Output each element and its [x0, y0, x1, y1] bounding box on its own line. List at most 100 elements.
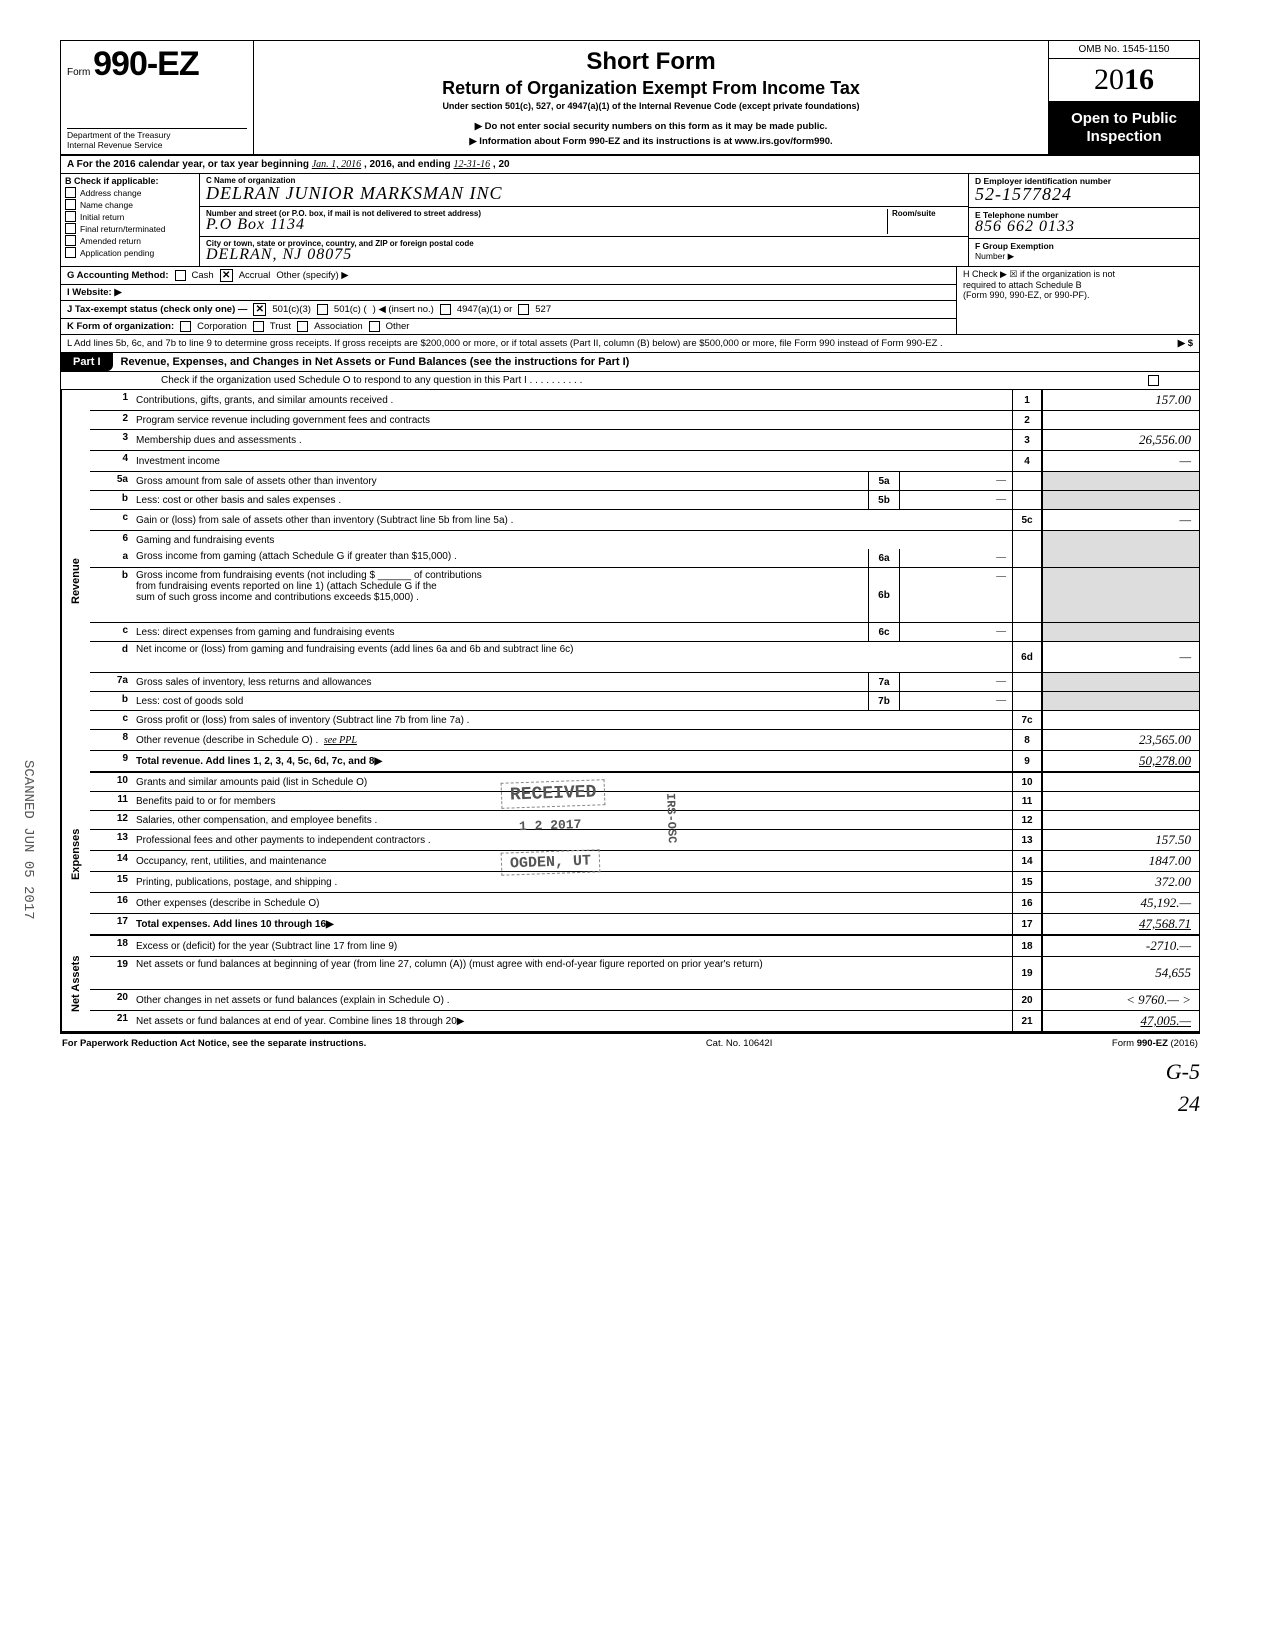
omb-number: OMB No. 1545-1150 [1049, 41, 1199, 59]
line-5c: Gain or (loss) from sale of assets other… [132, 510, 1012, 530]
checkbox-checked-icon[interactable]: ✕ [220, 269, 233, 282]
amt-8: 23,565.00 [1041, 730, 1199, 750]
amt-3: 26,556.00 [1041, 430, 1199, 450]
scanned-stamp: SCANNED JUN 05 2017 [20, 760, 36, 920]
b-addr-change[interactable]: Address change [65, 187, 195, 198]
netassets-block: Net Assets 18Excess or (deficit) for the… [61, 936, 1199, 1033]
room-label: Room/suite [892, 209, 962, 218]
footer: For Paperwork Reduction Act Notice, see … [60, 1034, 1200, 1053]
info-link: ▶ Information about Form 990-EZ and its … [262, 136, 1040, 147]
i-row: I Website: ▶ [61, 285, 956, 301]
bcdef-block: B Check if applicable: Address change Na… [61, 174, 1199, 267]
c-city-cell: City or town, state or province, country… [200, 237, 968, 266]
checkbox-icon [65, 211, 76, 222]
right-header: OMB No. 1545-1150 2016 Open to Public In… [1048, 41, 1199, 154]
checkbox-icon [65, 247, 76, 258]
line-6d: Net income or (loss) from gaming and fun… [132, 642, 1012, 672]
line-2: Program service revenue including govern… [132, 411, 1012, 429]
part1-header: Part I Revenue, Expenses, and Changes in… [61, 353, 1199, 372]
expenses-block: Expenses 10Grants and similar amounts pa… [61, 773, 1199, 936]
a-label: A For the 2016 calendar year, or tax yea… [67, 159, 309, 170]
row-a-tax-year: A For the 2016 calendar year, or tax yea… [61, 156, 1199, 174]
line-7b: Less: cost of goods sold [132, 692, 868, 710]
line-19: Net assets or fund balances at beginning… [132, 957, 1012, 989]
h-line1: H Check ▶ ☒ if the organization is not [963, 269, 1193, 280]
i-label: I Website: ▶ [67, 287, 122, 298]
amt-9: 50,278.00 [1041, 751, 1199, 771]
open-pub-1: Open to Public [1053, 110, 1195, 128]
form-number-big: 990-EZ [93, 45, 199, 83]
b-initial[interactable]: Initial return [65, 211, 195, 222]
form-number: Form 990-EZ [67, 45, 247, 84]
form-id-block: Form 990-EZ Department of the Treasury I… [61, 41, 254, 154]
ein-val: 52-1577824 [975, 184, 1193, 205]
dept-block: Department of the Treasury Internal Reve… [67, 128, 247, 150]
l-note: L Add lines 5b, 6c, and 7b to line 9 to … [61, 335, 1199, 353]
part1-sub: Check if the organization used Schedule … [61, 372, 1199, 390]
b-header: B Check if applicable: [65, 176, 195, 186]
c-name-cell: C Name of organization DELRAN JUNIOR MAR… [200, 174, 968, 207]
open-pub-2: Inspection [1053, 128, 1195, 146]
h-line2: required to attach Schedule B [963, 280, 1193, 290]
line-21: Net assets or fund balances at end of ye… [132, 1011, 1012, 1031]
amt-6d: — [1041, 642, 1199, 672]
net-tab: Net Assets [61, 936, 90, 1031]
ogden-stamp: OGDEN, UT [501, 849, 601, 875]
checkbox-checked-icon[interactable]: ✕ [253, 303, 266, 316]
line-17: Total expenses. Add lines 10 through 16 [132, 914, 1012, 934]
f-label: F Group Exemption [975, 241, 1054, 251]
title-short: Short Form [262, 48, 1040, 76]
b-pending[interactable]: Application pending [65, 247, 195, 258]
year-16: 16 [1124, 63, 1154, 96]
f-label2: Number ▶ [975, 251, 1014, 261]
h-line3: (Form 990, 990-EZ, or 990-PF). [963, 290, 1193, 300]
checkbox-icon[interactable] [297, 321, 308, 332]
line-8: Other revenue (describe in Schedule O) .… [132, 730, 1012, 750]
checkbox-icon[interactable] [518, 304, 529, 315]
title-block: Short Form Return of Organization Exempt… [254, 41, 1048, 154]
footer-right: Form 990-EZ (2016) [1112, 1038, 1198, 1049]
b-final[interactable]: Final return/terminated [65, 223, 195, 234]
line-7a: Gross sales of inventory, less returns a… [132, 673, 868, 691]
part1-title: Revenue, Expenses, and Changes in Net As… [113, 353, 1199, 371]
checkbox-icon[interactable] [180, 321, 191, 332]
b-name-change[interactable]: Name change [65, 199, 195, 210]
k-row: K Form of organization: Corporation Trus… [61, 319, 956, 334]
part1-tab: Part I [61, 353, 113, 371]
b-checkboxes: B Check if applicable: Address change Na… [61, 174, 200, 266]
irs-stamp: IRS-OSC [655, 790, 687, 845]
amt-4: — [1041, 451, 1199, 471]
gk-block: G Accounting Method: Cash ✕Accrual Other… [61, 267, 1199, 335]
j-label: J Tax-exempt status (check only one) — [67, 304, 247, 315]
checkbox-icon [65, 223, 76, 234]
ssn-warning: ▶ Do not enter social security numbers o… [262, 121, 1040, 132]
a-begin: Jan. 1, 2016 [312, 159, 361, 170]
line-5a: Gross amount from sale of assets other t… [132, 472, 868, 490]
street-val: P.O Box 1134 [206, 216, 887, 234]
checkbox-icon[interactable] [253, 321, 264, 332]
checkbox-icon[interactable] [440, 304, 451, 315]
g-label: G Accounting Method: [67, 270, 169, 281]
revenue-block: Revenue 1Contributions, gifts, grants, a… [61, 390, 1199, 773]
title-return: Return of Organization Exempt From Incom… [262, 78, 1040, 99]
subtitle: Under section 501(c), 527, or 4947(a)(1)… [262, 101, 1040, 111]
hand-g5: G-5 [60, 1059, 1200, 1085]
def-block: D Employer identification number 52-1577… [968, 174, 1199, 266]
amt-7c [1041, 711, 1199, 729]
amt-1: 157.00 [1041, 390, 1199, 410]
line-6c: Less: direct expenses from gaming and fu… [132, 623, 868, 641]
date-stamp: 1 2 2017 [511, 815, 590, 837]
l-text: L Add lines 5b, 6c, and 7b to line 9 to … [67, 338, 943, 349]
line-5b: Less: cost or other basis and sales expe… [132, 491, 868, 509]
g-row: G Accounting Method: Cash ✕Accrual Other… [61, 267, 956, 285]
checkbox-icon[interactable] [175, 270, 186, 281]
checkbox-icon[interactable] [369, 321, 380, 332]
b-amended[interactable]: Amended return [65, 235, 195, 246]
checkbox-icon [65, 235, 76, 246]
line-15: Printing, publications, postage, and shi… [132, 872, 1012, 892]
line-1: Contributions, gifts, grants, and simila… [132, 390, 1012, 410]
checkbox-icon[interactable] [1148, 375, 1159, 386]
checkbox-icon[interactable] [317, 304, 328, 315]
line-9: Total revenue. Add lines 1, 2, 3, 4, 5c,… [132, 751, 1012, 771]
c-street-cell: Number and street (or P.O. box, if mail … [200, 207, 968, 237]
